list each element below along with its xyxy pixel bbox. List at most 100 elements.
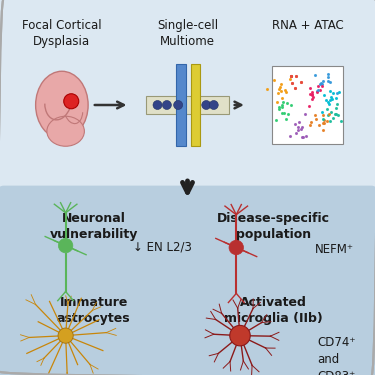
Point bbox=[309, 88, 315, 94]
Point bbox=[320, 112, 326, 118]
Circle shape bbox=[209, 100, 218, 109]
Point bbox=[296, 119, 302, 125]
Point bbox=[324, 111, 330, 117]
Text: Single-cell
Multiome: Single-cell Multiome bbox=[157, 19, 218, 48]
Point bbox=[292, 85, 298, 91]
Point bbox=[288, 73, 294, 79]
Point bbox=[279, 95, 285, 101]
Point bbox=[298, 126, 304, 132]
Circle shape bbox=[202, 100, 211, 109]
Point bbox=[279, 110, 285, 116]
Point bbox=[307, 85, 313, 91]
FancyBboxPatch shape bbox=[190, 64, 200, 146]
Point bbox=[293, 73, 299, 79]
Point bbox=[299, 123, 305, 129]
Point bbox=[328, 109, 334, 115]
Text: Focal Cortical
Dysplasia: Focal Cortical Dysplasia bbox=[22, 19, 102, 48]
Point bbox=[315, 87, 321, 93]
Point bbox=[319, 81, 325, 87]
Point bbox=[288, 73, 294, 79]
Text: Activated
microglia (IIb): Activated microglia (IIb) bbox=[224, 296, 323, 325]
Point bbox=[330, 90, 336, 96]
FancyBboxPatch shape bbox=[0, 186, 375, 375]
Point bbox=[320, 116, 326, 122]
Point bbox=[298, 79, 304, 85]
Point bbox=[293, 73, 299, 79]
Point bbox=[280, 110, 286, 116]
Point bbox=[295, 126, 301, 132]
Point bbox=[284, 100, 290, 106]
Point bbox=[327, 88, 333, 94]
Point bbox=[318, 80, 324, 86]
Text: Disease-specific
population: Disease-specific population bbox=[217, 212, 330, 241]
Point bbox=[309, 92, 315, 98]
Point bbox=[310, 94, 316, 100]
Point bbox=[308, 91, 314, 97]
Point bbox=[319, 109, 325, 115]
Point bbox=[306, 103, 312, 109]
Point bbox=[312, 72, 318, 78]
Point bbox=[294, 124, 300, 130]
Point bbox=[334, 100, 340, 106]
Point bbox=[335, 111, 341, 117]
Point bbox=[327, 80, 333, 86]
Text: Neuronal
vulnerability: Neuronal vulnerability bbox=[50, 212, 138, 241]
Point bbox=[314, 88, 320, 94]
Circle shape bbox=[174, 100, 183, 109]
Point bbox=[332, 111, 338, 117]
Circle shape bbox=[64, 94, 79, 109]
Point bbox=[326, 100, 332, 106]
Point bbox=[279, 104, 285, 110]
Point bbox=[274, 99, 280, 105]
Point bbox=[271, 76, 277, 82]
Point bbox=[333, 111, 339, 117]
Point bbox=[275, 90, 281, 96]
Ellipse shape bbox=[36, 71, 88, 139]
Point bbox=[338, 118, 344, 124]
Point bbox=[309, 96, 315, 102]
Point bbox=[325, 74, 331, 80]
FancyBboxPatch shape bbox=[176, 64, 186, 146]
FancyBboxPatch shape bbox=[0, 0, 375, 197]
Point bbox=[328, 96, 334, 102]
Point bbox=[328, 94, 334, 100]
Point bbox=[303, 133, 309, 139]
Point bbox=[312, 112, 318, 118]
Text: NEFM⁺: NEFM⁺ bbox=[315, 243, 354, 256]
Point bbox=[319, 84, 325, 90]
Point bbox=[292, 85, 298, 91]
Point bbox=[323, 97, 329, 103]
Point bbox=[276, 106, 282, 112]
Point bbox=[321, 117, 327, 123]
Point bbox=[298, 79, 304, 85]
Point bbox=[314, 89, 320, 95]
Point bbox=[278, 81, 284, 87]
Point bbox=[333, 105, 339, 111]
Point bbox=[325, 99, 331, 105]
Point bbox=[300, 134, 306, 140]
Point bbox=[299, 134, 305, 140]
Point bbox=[321, 127, 327, 133]
Point bbox=[309, 119, 315, 125]
Text: ↓ EN L2/3: ↓ EN L2/3 bbox=[133, 241, 192, 254]
Point bbox=[325, 78, 331, 84]
Point bbox=[264, 86, 270, 92]
FancyBboxPatch shape bbox=[272, 66, 343, 144]
Point bbox=[325, 72, 331, 78]
Point bbox=[317, 87, 323, 93]
Point bbox=[280, 99, 286, 105]
Text: RNA + ATAC: RNA + ATAC bbox=[272, 19, 344, 32]
Point bbox=[273, 117, 279, 123]
Point bbox=[287, 76, 293, 82]
Point bbox=[285, 111, 291, 117]
Point bbox=[324, 118, 330, 124]
Point bbox=[324, 106, 330, 112]
Point bbox=[327, 118, 333, 124]
Point bbox=[276, 104, 282, 110]
Point bbox=[315, 82, 321, 88]
Point bbox=[289, 80, 295, 86]
Point bbox=[288, 102, 294, 108]
Point bbox=[308, 122, 314, 128]
Point bbox=[283, 89, 289, 95]
Circle shape bbox=[58, 328, 73, 343]
